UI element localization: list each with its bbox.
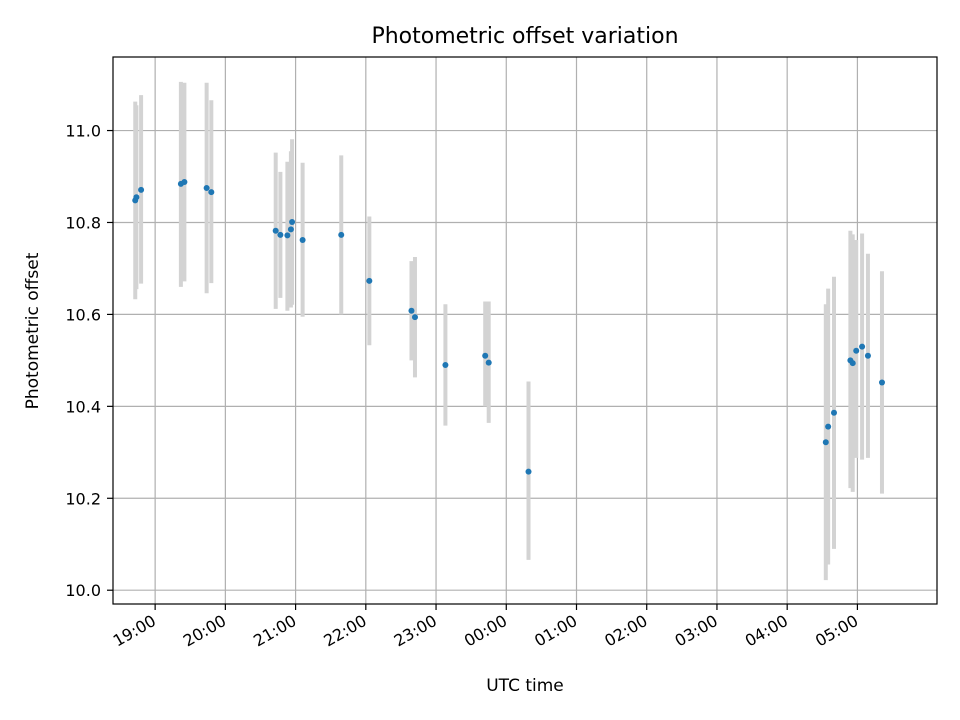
grid: [113, 57, 937, 604]
x-axis-ticks: 19:00 20:00 21:00 22:00 23:00 00:00 01:00 02:00…: [110, 604, 861, 651]
x-tick-label: 04:00: [742, 611, 791, 651]
data-points: [132, 179, 885, 475]
data-point: [272, 227, 279, 234]
data-point: [138, 186, 145, 193]
data-point: [849, 360, 856, 367]
data-point: [485, 359, 492, 366]
data-point: [825, 423, 832, 430]
data-point: [299, 236, 306, 243]
y-tick-label: 10.8: [65, 213, 101, 232]
x-tick-label: 20:00: [180, 611, 229, 651]
data-point: [864, 352, 871, 359]
data-point: [525, 468, 532, 475]
x-tick-label: 23:00: [391, 611, 440, 651]
data-point: [482, 352, 489, 359]
y-tick-label: 10.2: [65, 489, 101, 508]
data-point: [822, 439, 829, 446]
y-tick-label: 10.4: [65, 397, 101, 416]
data-point: [859, 343, 866, 350]
y-tick-label: 10.0: [65, 581, 101, 600]
data-point: [181, 179, 188, 186]
error-bars: [133, 81, 884, 581]
x-tick-label: 02:00: [601, 611, 650, 651]
x-tick-label: 05:00: [812, 611, 861, 651]
data-point: [208, 189, 215, 196]
plot-frame: [112, 56, 938, 605]
y-tick-label: 11.0: [65, 122, 101, 141]
data-point: [287, 226, 294, 233]
x-tick-label: 03:00: [672, 611, 721, 651]
chart-title: Photometric offset variation: [371, 24, 678, 49]
data-point: [831, 409, 837, 416]
data-point: [366, 277, 373, 284]
data-point: [408, 307, 415, 314]
x-axis-label: UTC time: [486, 676, 564, 696]
x-tick-label: 21:00: [250, 611, 299, 651]
x-tick-label: 22:00: [320, 611, 369, 651]
y-axis-ticks: 10.0 10.2 10.4 10.6 10.8 11.0: [65, 122, 113, 600]
x-tick-label: 19:00: [110, 611, 159, 651]
data-point: [338, 231, 345, 238]
data-point: [133, 194, 140, 201]
y-tick-label: 10.6: [65, 305, 101, 324]
data-point: [878, 379, 885, 386]
data-point: [203, 185, 210, 192]
x-tick-label: 01:00: [531, 611, 580, 651]
data-point: [411, 314, 418, 321]
data-point: [289, 219, 296, 226]
data-point: [442, 361, 449, 368]
data-point: [284, 232, 291, 239]
data-point: [853, 347, 860, 354]
x-tick-label: 00:00: [461, 611, 510, 651]
data-point: [277, 231, 284, 238]
y-axis-label: Photometric offset: [23, 252, 43, 409]
